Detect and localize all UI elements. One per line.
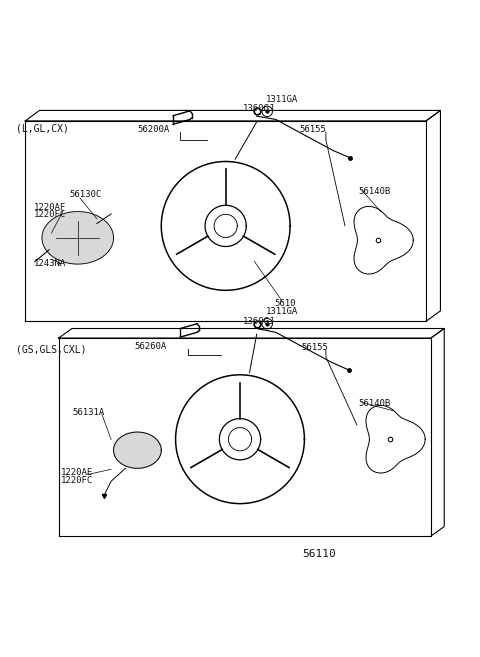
Text: 56131A: 56131A	[72, 409, 104, 417]
Text: 56155: 56155	[301, 343, 328, 352]
Polygon shape	[42, 212, 114, 264]
Text: 56260A: 56260A	[134, 342, 166, 351]
Polygon shape	[114, 432, 161, 468]
Text: 1311GA: 1311GA	[266, 95, 299, 104]
Text: (GS,GLS,CXL): (GS,GLS,CXL)	[16, 345, 86, 355]
Text: 56200A: 56200A	[137, 125, 169, 134]
Text: 56140B: 56140B	[359, 399, 391, 408]
Text: 1360GJ: 1360GJ	[242, 104, 275, 114]
Text: 56140B: 56140B	[359, 187, 391, 196]
Text: 1220AE: 1220AE	[61, 468, 93, 478]
Text: 1311GA: 1311GA	[266, 307, 299, 316]
Text: 1243NA: 1243NA	[34, 258, 66, 267]
Text: 1220AF: 1220AF	[34, 203, 66, 212]
Text: 1220FC: 1220FC	[61, 476, 93, 485]
Text: 5610: 5610	[275, 298, 296, 307]
Text: 1220FC: 1220FC	[34, 210, 66, 219]
Text: 1360GJ: 1360GJ	[242, 317, 275, 326]
Text: 56110: 56110	[302, 549, 336, 558]
Text: 56130C: 56130C	[69, 191, 101, 199]
Text: (L,GL,CX): (L,GL,CX)	[16, 123, 69, 133]
Text: 56155: 56155	[300, 125, 326, 134]
